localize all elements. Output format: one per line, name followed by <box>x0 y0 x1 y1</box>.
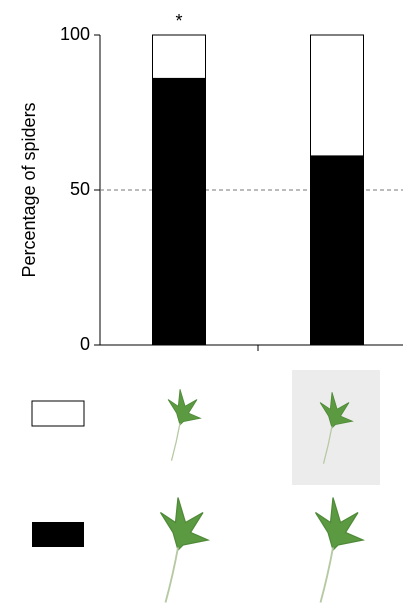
legend-black-box <box>32 522 84 547</box>
significance-marker: * <box>175 11 182 31</box>
large-leaf <box>314 496 364 604</box>
y-axis-label: Percentage of spiders <box>19 102 39 277</box>
bar-segment <box>310 34 364 157</box>
legend-white-box <box>31 400 85 427</box>
small-leaf <box>167 388 202 462</box>
y-tick-label: 0 <box>80 334 90 354</box>
y-tick-label: 100 <box>60 24 90 44</box>
bar-segment <box>310 155 364 346</box>
y-tick-label: 50 <box>70 179 90 199</box>
bar-segment <box>152 77 206 346</box>
gray-background <box>292 370 380 485</box>
bar-segment <box>152 34 206 79</box>
large-leaf <box>159 496 209 604</box>
